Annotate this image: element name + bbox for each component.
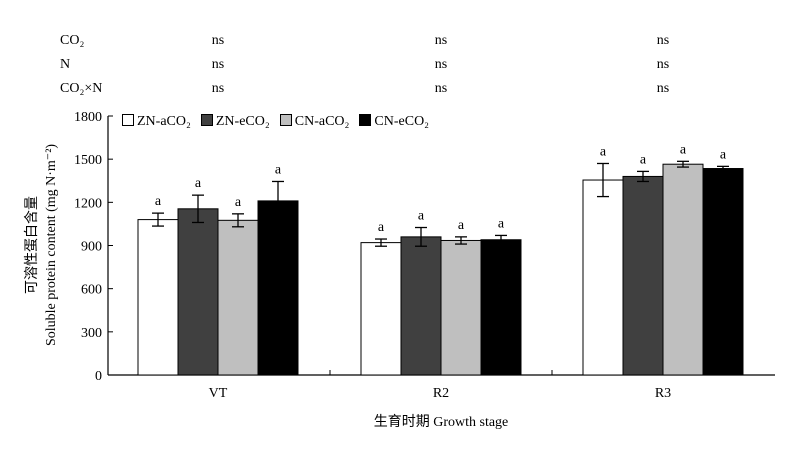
x-tick-label: R3 (655, 386, 671, 401)
legend-label: ZN-aCO₂ (137, 114, 191, 129)
stat-value: ns (434, 57, 448, 72)
significance-letter: a (680, 142, 687, 157)
legend-item: CN-eCO₂ (359, 114, 429, 130)
legend: ZN-aCO₂ ZN-eCO₂ CN-aCO₂ CN-eCO₂ (122, 114, 439, 134)
bar (480, 239, 522, 376)
significance-letter: a (498, 216, 505, 231)
significance-letter: a (640, 152, 647, 167)
bar (257, 200, 299, 376)
y-tick-label: 1800 (74, 110, 102, 125)
stat-value: ns (434, 81, 448, 96)
legend-item: ZN-aCO₂ (122, 114, 191, 130)
stat-value: ns (211, 57, 225, 72)
bar (440, 239, 482, 376)
y-tick-label: 1500 (74, 153, 102, 168)
y-tick-label: 900 (81, 240, 102, 255)
significance-letter: a (235, 195, 242, 210)
bar (177, 208, 219, 376)
stat-row: CO₂×N ns ns ns (0, 81, 794, 101)
x-tick-label: R2 (433, 386, 449, 401)
y-tick-label: 600 (81, 283, 102, 298)
legend-swatch (359, 114, 372, 126)
bar (582, 179, 624, 376)
stat-row: CO₂ ns ns ns (0, 33, 794, 53)
bar (137, 219, 179, 376)
legend-swatch (122, 114, 134, 126)
legend-swatch (200, 114, 213, 126)
significance-letter: a (600, 144, 607, 159)
bar (400, 236, 442, 376)
stat-row-label: CO₂×N (60, 81, 103, 96)
stat-value: ns (434, 33, 448, 48)
stat-value: ns (211, 81, 225, 96)
bar (360, 242, 402, 376)
legend-item: CN-aCO₂ (279, 114, 350, 130)
legend-label: CN-eCO₂ (374, 114, 430, 129)
bar (622, 175, 664, 376)
y-tick-label: 300 (81, 326, 102, 341)
stat-value: ns (656, 33, 670, 48)
stat-value: ns (656, 57, 670, 72)
significance-letter: a (195, 176, 202, 191)
significance-letter: a (418, 209, 425, 224)
y-tick-label: 0 (95, 369, 102, 384)
legend-label: ZN-eCO₂ (215, 114, 270, 129)
y-axis-label-en: Soluble protein content (mg N·m⁻²) (44, 144, 59, 346)
legend-label: CN-aCO₂ (294, 114, 350, 129)
significance-letter: a (155, 194, 162, 209)
bar (662, 163, 704, 376)
significance-letter: a (458, 218, 465, 233)
y-tick-label: 1200 (74, 196, 102, 211)
bars: a a a a a a a a a a a a (137, 142, 744, 376)
stat-row-label: CO₂ (60, 33, 85, 48)
significance-letter: a (378, 220, 385, 235)
bar (702, 168, 744, 376)
significance-letter: a (275, 162, 282, 177)
legend-item: ZN-eCO₂ (200, 114, 270, 130)
legend-swatch (279, 114, 292, 126)
stat-value: ns (211, 33, 225, 48)
y-axis-label-cn: 可溶性蛋白含量 (24, 196, 40, 294)
stat-row-label: N (60, 57, 71, 72)
x-axis-label: 生育时期 Growth stage (374, 414, 509, 430)
stat-value: ns (656, 81, 670, 96)
bar (217, 219, 259, 376)
significance-letter: a (720, 147, 727, 162)
x-tick-label: VT (209, 386, 228, 401)
